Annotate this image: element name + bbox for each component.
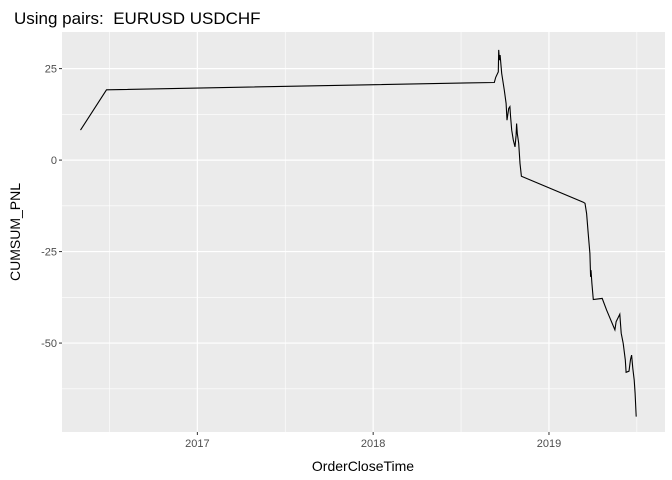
plot-panel xyxy=(62,32,665,432)
x-tick-label: 2018 xyxy=(361,438,385,450)
y-tick-label: -25 xyxy=(41,247,57,259)
chart-title: Using pairs: EURUSD USDCHF xyxy=(14,9,261,28)
y-tick-label: -50 xyxy=(41,338,57,350)
x-tick-label: 2019 xyxy=(537,438,561,450)
x-tick-label: 2017 xyxy=(185,438,209,450)
axis-ticks: 2017 2018 2019 25 0 -25 -50 xyxy=(41,64,561,450)
gridlines xyxy=(62,32,665,432)
series-line xyxy=(80,49,637,417)
y-axis-label: CUMSUM_PNL xyxy=(7,183,23,281)
x-axis-label: OrderCloseTime xyxy=(312,458,414,474)
y-tick-label: 0 xyxy=(51,155,57,167)
y-tick-label: 25 xyxy=(45,64,57,76)
